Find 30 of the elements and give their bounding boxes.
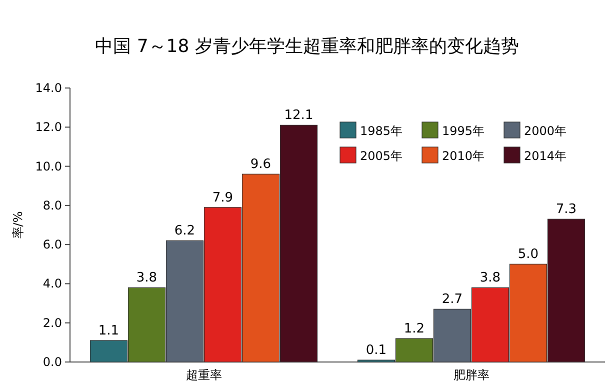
data-label: 1.2: [404, 322, 425, 337]
data-label: 2.7: [442, 292, 463, 308]
y-tick-label: 0.0: [42, 355, 62, 369]
y-tick-label: 4.0: [42, 276, 62, 291]
legend-label: 2000年: [524, 124, 567, 138]
data-label: 7.9: [212, 190, 234, 206]
data-label: 7.3: [556, 202, 577, 218]
legend-label: 2005年: [360, 149, 403, 163]
legend-label: 2014年: [524, 149, 567, 163]
legend-label: 1985年: [360, 124, 403, 138]
y-tick-label: 8.0: [42, 198, 62, 212]
y-tick-label: 10.0: [35, 159, 62, 174]
data-label: 9.6: [250, 157, 272, 172]
data-label: 6.2: [174, 224, 196, 239]
data-label: 5.0: [518, 247, 539, 262]
y-tick-label: 12.0: [35, 120, 62, 134]
x-tick-label: 超重率: [186, 368, 222, 382]
legend-label: 1995年: [442, 124, 485, 138]
data-label: 3.8: [480, 270, 501, 286]
chart-title: 中国 7～18 岁青少年学生超重率和肥胖率的变化趋势: [95, 36, 519, 57]
legend-label: 2010年: [442, 149, 485, 163]
data-label: 12.1: [284, 108, 314, 124]
y-tick-label: 6.0: [42, 238, 62, 252]
data-label: 3.8: [136, 270, 158, 286]
y-axis-title: 率/%: [11, 211, 25, 239]
x-tick-label: 肥胖率: [453, 368, 490, 382]
y-tick-label: 2.0: [42, 316, 62, 330]
data-label: 1.1: [98, 323, 120, 338]
y-tick-label: 14.0: [35, 81, 62, 95]
data-label: 0.1: [366, 343, 387, 358]
